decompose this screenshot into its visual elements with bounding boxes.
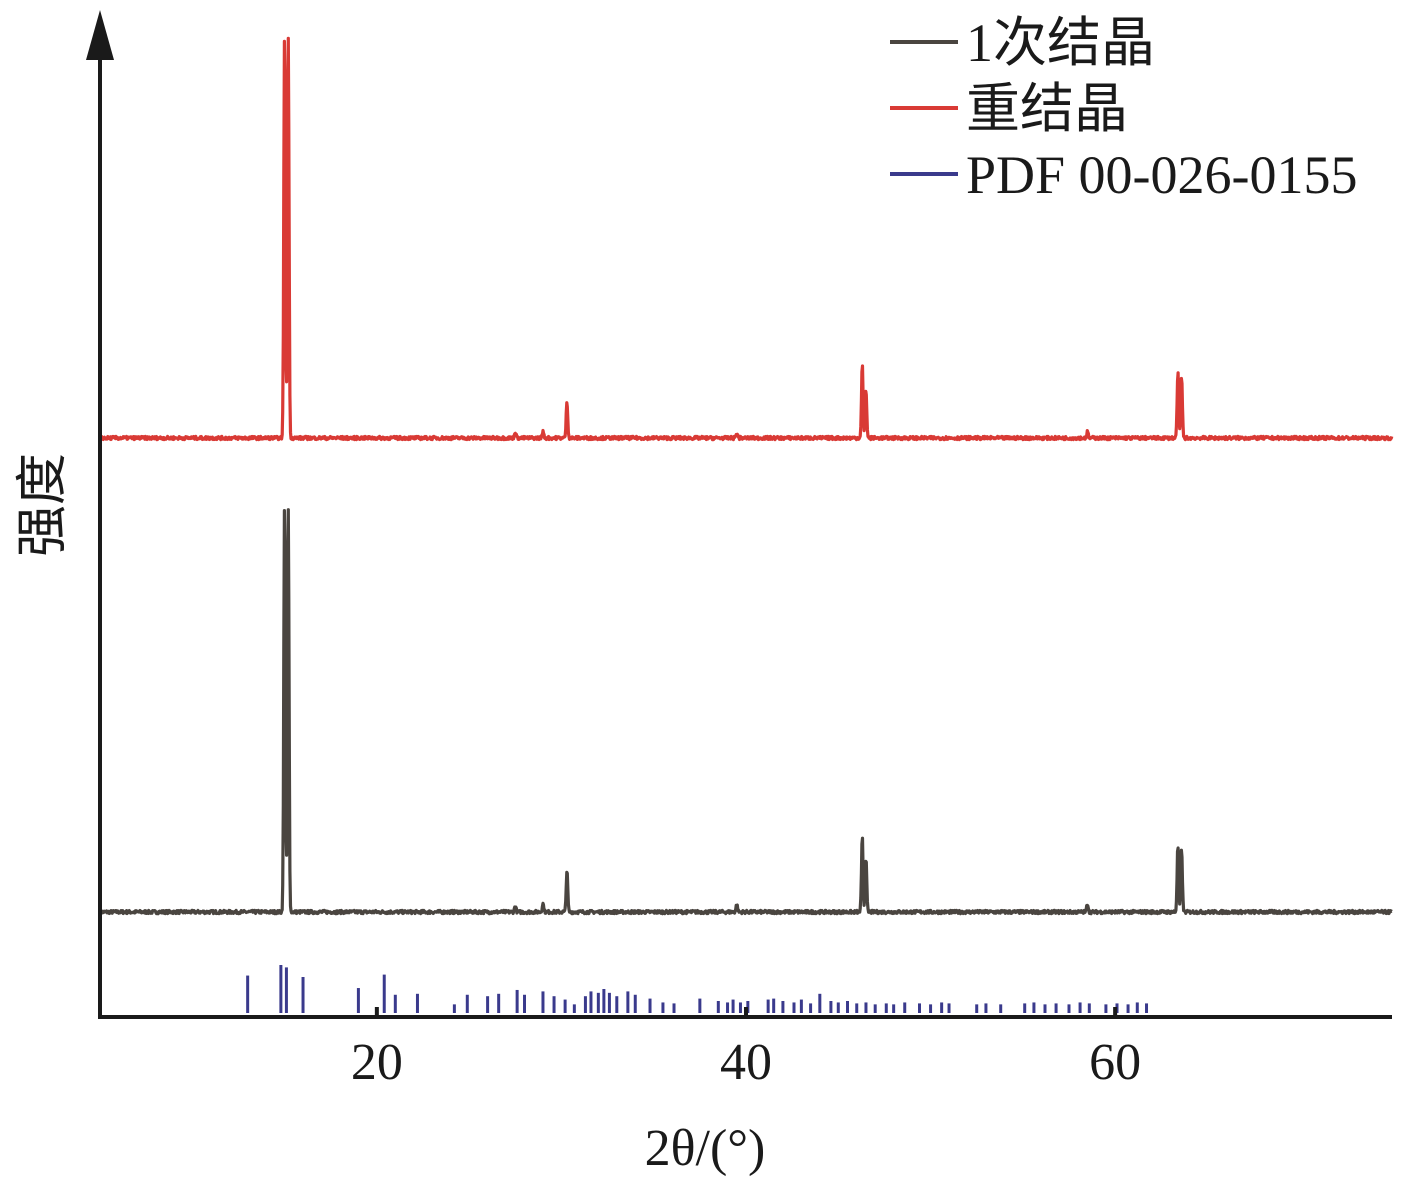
series-line-first-crystallization — [98, 508, 1393, 916]
x-tick-label: 60 — [1089, 1034, 1141, 1091]
y-axis-arrow — [86, 10, 114, 60]
plot-series — [98, 36, 1394, 1013]
series-line-recrystallized — [98, 36, 1394, 442]
legend-label: PDF 00-026-0155 — [966, 145, 1358, 205]
x-axis-title: 2θ/(°) — [645, 1120, 766, 1177]
x-ticks: 20 40 60 — [351, 1007, 1141, 1091]
y-axis-title: 强度 — [15, 453, 72, 557]
x-tick-label: 40 — [720, 1034, 772, 1091]
legend-label: 重结晶 — [966, 79, 1128, 139]
legend-label: 1次结晶 — [966, 13, 1155, 73]
x-tick-label: 20 — [351, 1034, 403, 1091]
